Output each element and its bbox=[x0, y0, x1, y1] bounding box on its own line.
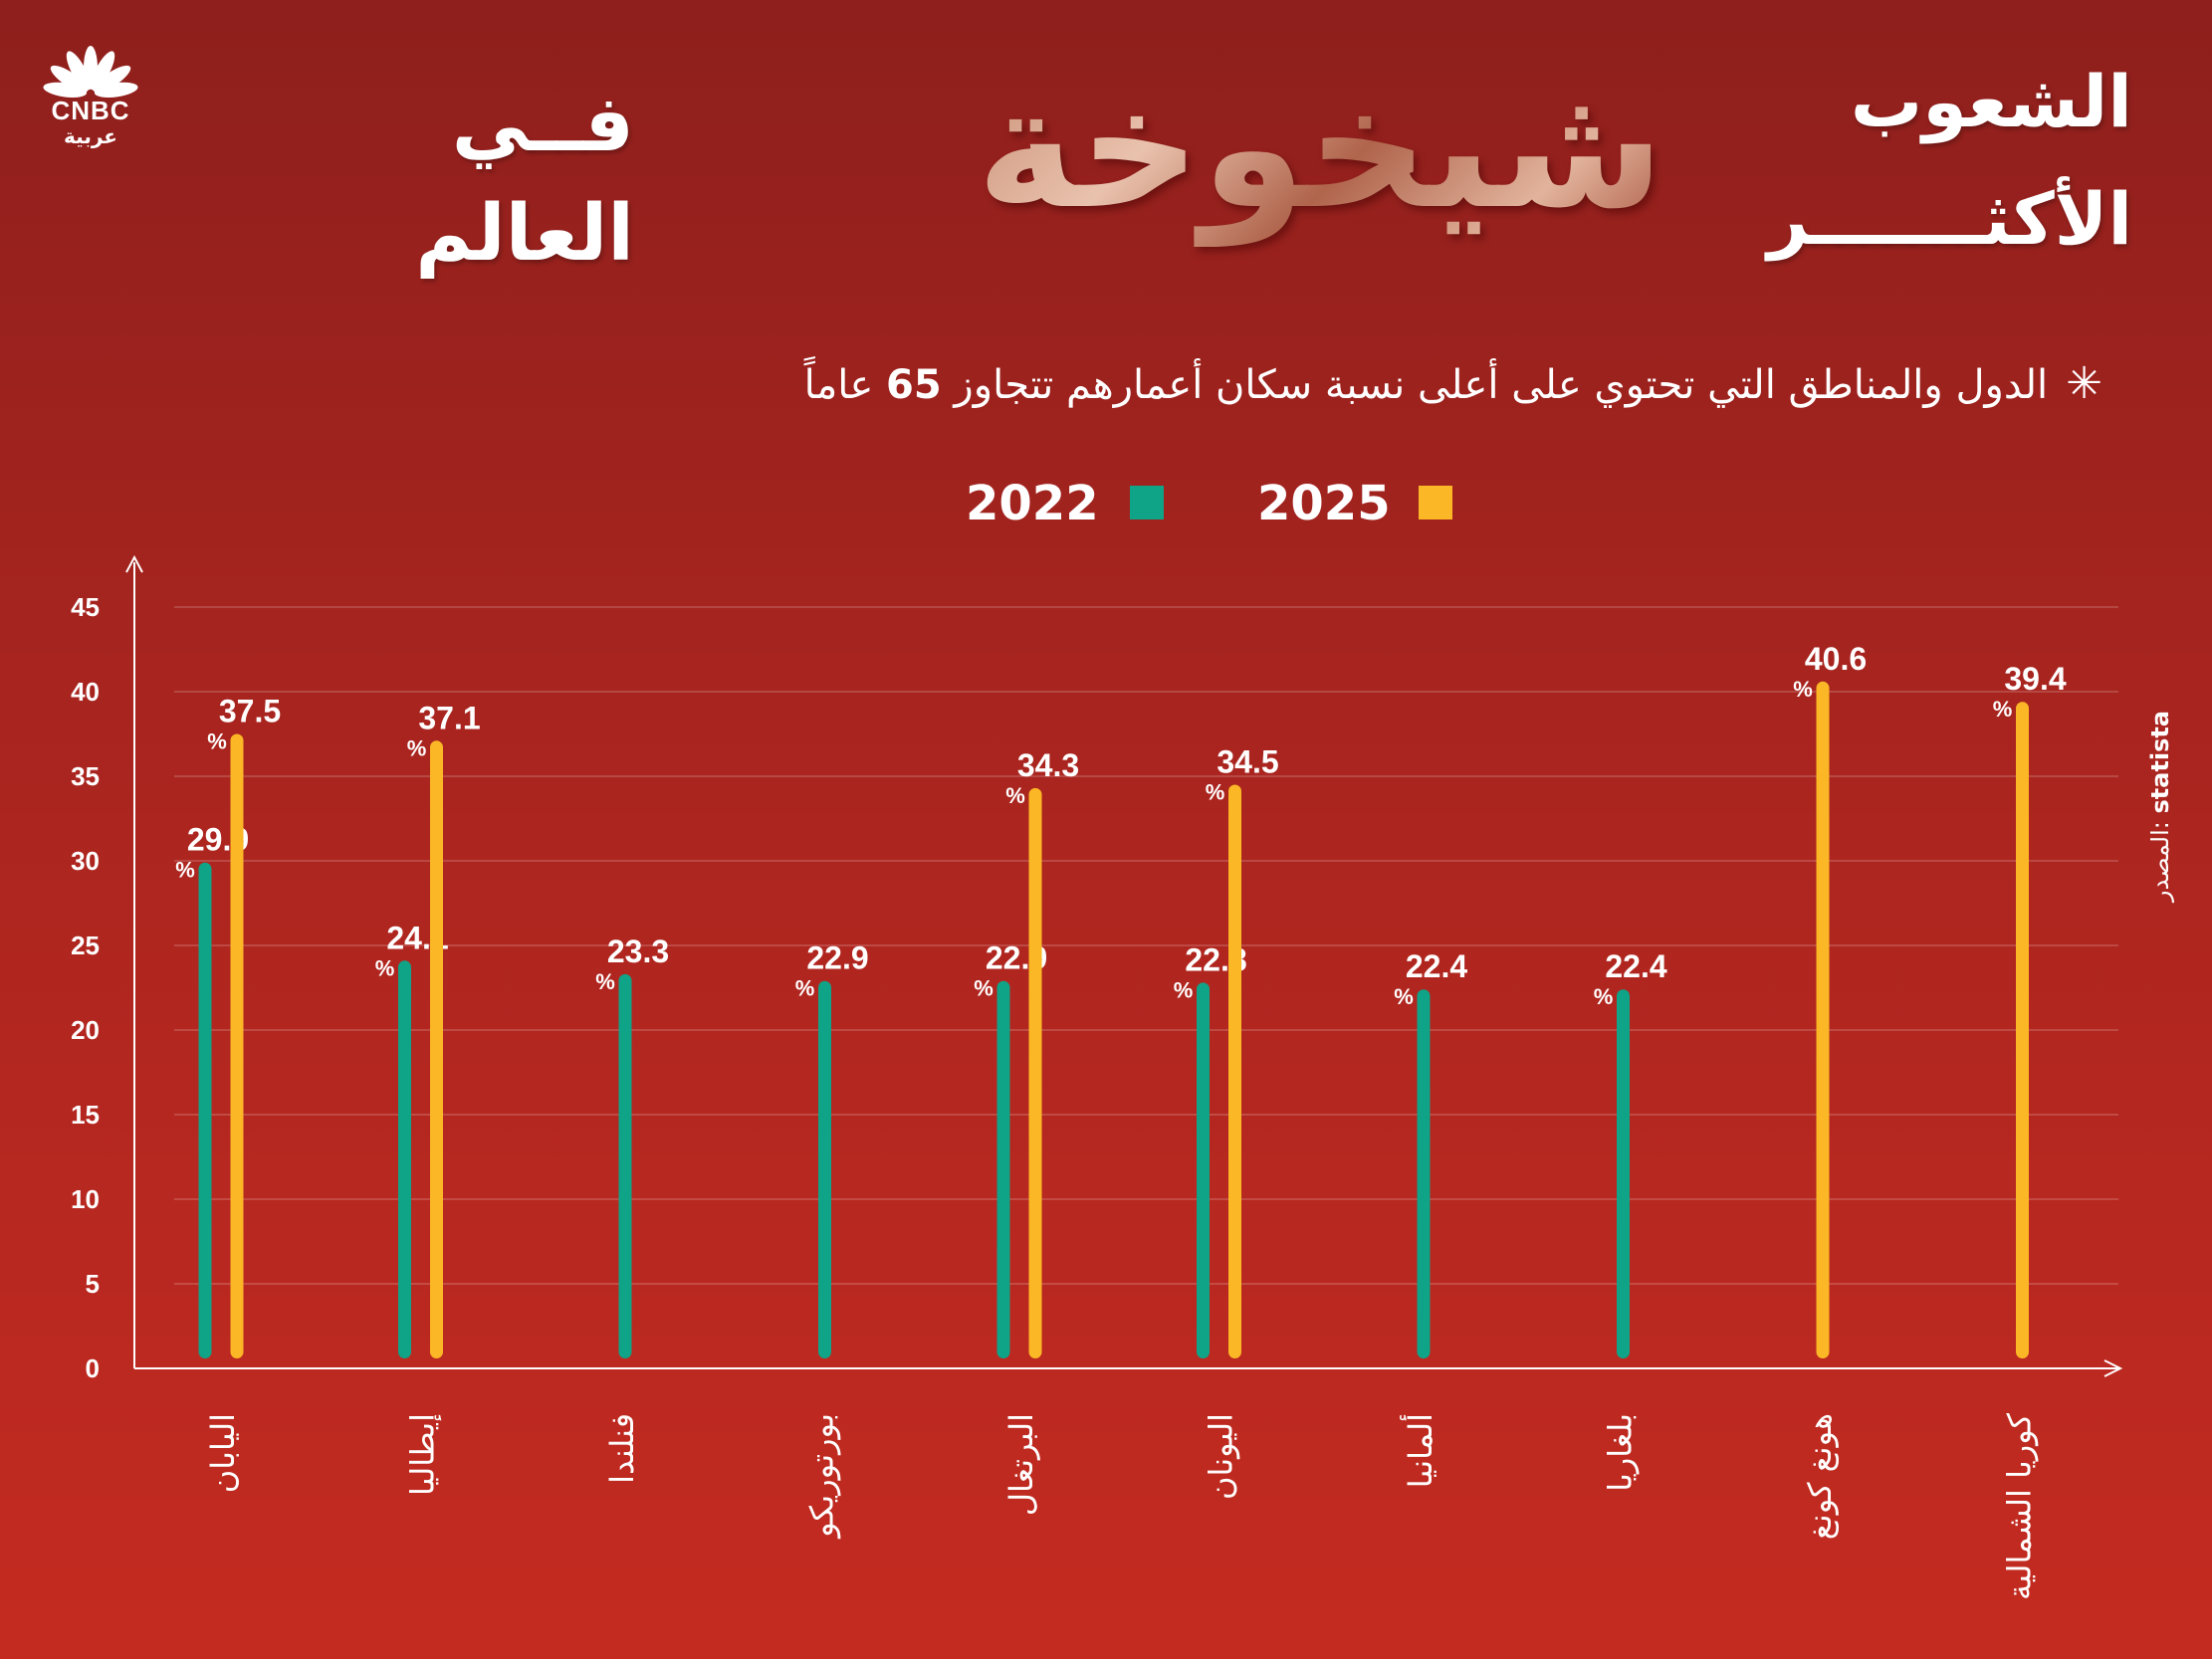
y-tick-label: 45 bbox=[71, 592, 100, 622]
percent-label: % bbox=[1594, 984, 1614, 1009]
x-axis-arrow bbox=[2103, 1359, 2123, 1377]
value-label: 40.6 bbox=[1805, 641, 1867, 677]
bar-2022 bbox=[1417, 989, 1431, 1358]
legend-swatch-2025 bbox=[1419, 486, 1452, 519]
legend-swatch-2022 bbox=[1130, 486, 1164, 519]
percent-label: % bbox=[1793, 677, 1813, 702]
category-label: كوريا الشمالية bbox=[2001, 1412, 2039, 1600]
asterisk-icon: ✳ bbox=[2066, 358, 2102, 409]
category-label: بورتوريكو bbox=[803, 1413, 841, 1540]
bar-2025 bbox=[1228, 784, 1241, 1358]
category-label: اليونان bbox=[1203, 1413, 1240, 1500]
percent-label: % bbox=[1005, 783, 1025, 808]
title-line-2: الأكثـــــــر bbox=[1767, 177, 2132, 261]
bar-2025 bbox=[230, 733, 244, 1358]
bar-2022 bbox=[1617, 989, 1630, 1358]
bar-2022 bbox=[198, 862, 212, 1358]
percent-label: % bbox=[375, 955, 395, 980]
subtitle-number: 65 bbox=[886, 362, 942, 408]
value-label: 22.9 bbox=[806, 940, 868, 976]
category-label: هونغ كونغ bbox=[1801, 1413, 1839, 1540]
subtitle-text: الدول والمناطق التي تحتوي على أعلى نسبة … bbox=[941, 362, 2049, 408]
cnbc-arabia-logo: CNBC عربية bbox=[26, 38, 155, 148]
y-tick-label: 10 bbox=[71, 1184, 100, 1214]
value-label: 37.1 bbox=[418, 700, 480, 735]
bar-2022 bbox=[818, 980, 831, 1358]
percent-label: % bbox=[1993, 697, 2013, 722]
title-highlight: شيخوخة bbox=[976, 50, 1664, 247]
value-label: 22.4 bbox=[1605, 948, 1666, 984]
title-line-1: الشعوب bbox=[1850, 60, 2132, 143]
bar-2025 bbox=[430, 740, 443, 1358]
title-line-4: العالم bbox=[415, 189, 634, 279]
value-label: 23.3 bbox=[607, 933, 669, 969]
y-tick-label: 35 bbox=[71, 761, 100, 791]
subtitle-tail: عاماً bbox=[803, 362, 887, 408]
percent-label: % bbox=[595, 969, 615, 994]
percent-label: % bbox=[407, 735, 427, 760]
percent-label: % bbox=[1206, 780, 1225, 805]
bar-2022 bbox=[996, 980, 1010, 1358]
bar-2025 bbox=[1816, 681, 1830, 1358]
category-label: إيطاليا bbox=[404, 1413, 442, 1496]
value-label: 34.5 bbox=[1217, 744, 1278, 780]
logo-brand: CNBC bbox=[51, 96, 130, 125]
value-label: 22.4 bbox=[1406, 948, 1467, 984]
legend-label-2025: 2025 bbox=[1257, 476, 1391, 531]
value-label: 37.5 bbox=[219, 694, 281, 729]
y-tick-label: 20 bbox=[71, 1015, 100, 1045]
y-tick-label: 15 bbox=[71, 1100, 100, 1130]
percent-label: % bbox=[207, 729, 227, 754]
y-tick-label: 30 bbox=[71, 846, 100, 876]
value-label: 39.4 bbox=[2004, 661, 2066, 697]
subtitle: ✳ الدول والمناطق التي تحتوي على أعلى نسبة… bbox=[804, 358, 2102, 409]
percent-label: % bbox=[1394, 984, 1414, 1009]
category-label: بلغاريا bbox=[1602, 1413, 1640, 1492]
bar-2022 bbox=[618, 973, 632, 1358]
value-label: 34.3 bbox=[1017, 747, 1079, 783]
y-tick-label: 40 bbox=[71, 677, 100, 707]
category-label: البرتغال bbox=[1002, 1413, 1040, 1516]
bar-2022 bbox=[398, 960, 411, 1358]
legend-label-2022: 2022 bbox=[966, 476, 1099, 531]
percent-label: % bbox=[795, 976, 815, 1001]
y-tick-label: 5 bbox=[86, 1269, 100, 1299]
bar-2025 bbox=[1028, 787, 1042, 1358]
category-label: فنلندا bbox=[603, 1413, 641, 1484]
percent-label: % bbox=[974, 976, 994, 1001]
title-line-3: فــي bbox=[451, 80, 634, 169]
category-label: اليابان bbox=[204, 1413, 242, 1493]
logo-sub: عربية bbox=[64, 124, 117, 148]
bar-2022 bbox=[1197, 982, 1210, 1358]
y-tick-label: 0 bbox=[86, 1353, 100, 1383]
page-title: الشعوب الأكثـــــــر شيخوخة فــي العالم bbox=[241, 40, 2132, 299]
bar-2025 bbox=[2016, 702, 2029, 1358]
peacock-icon bbox=[43, 46, 138, 98]
percent-label: % bbox=[175, 858, 195, 883]
category-label: ألمانيا bbox=[1400, 1413, 1439, 1488]
y-axis-arrow bbox=[125, 554, 143, 573]
y-tick-label: 25 bbox=[71, 931, 100, 960]
percent-label: % bbox=[1174, 977, 1194, 1002]
